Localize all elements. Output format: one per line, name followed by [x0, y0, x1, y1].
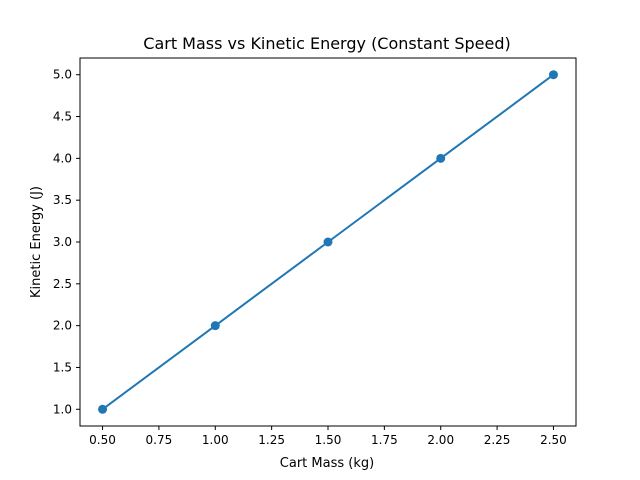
- data-point: [548, 70, 558, 80]
- data-point: [98, 404, 108, 414]
- x-tick-label: 2.00: [427, 433, 454, 447]
- data-series-layer: [98, 70, 558, 414]
- data-point: [323, 237, 333, 247]
- y-tick-label: 2.0: [53, 319, 72, 333]
- y-tick-label: 2.5: [53, 277, 72, 291]
- x-tick-label: 1.50: [315, 433, 342, 447]
- y-axis-label: Kinetic Energy (J): [29, 186, 44, 298]
- x-axis-label: Cart Mass (kg): [280, 456, 374, 471]
- y-tick-label: 4.5: [53, 110, 72, 124]
- y-tick-label: 1.5: [53, 360, 72, 374]
- y-tick-label: 3.0: [53, 235, 72, 249]
- x-tick-label: 2.25: [484, 433, 511, 447]
- y-axis-ticks: 1.0 1.5 2.0 2.5 3.0 3.5 4.0 4.5 5.0: [53, 68, 80, 416]
- x-tick-label: 0.50: [89, 433, 116, 447]
- x-tick-label: 1.75: [371, 433, 398, 447]
- data-point: [436, 153, 446, 163]
- y-tick-label: 3.5: [53, 193, 72, 207]
- x-tick-label: 2.50: [540, 433, 567, 447]
- x-axis-ticks: 0.50 0.75 1.00 1.25 1.50 1.75 2.00 2.25 2.50: [89, 426, 567, 447]
- x-tick-label: 1.25: [258, 433, 285, 447]
- chart-title: Cart Mass vs Kinetic Energy (Constant Sp…: [143, 34, 510, 53]
- y-tick-label: 5.0: [53, 68, 72, 82]
- x-tick-label: 0.75: [146, 433, 173, 447]
- data-point: [210, 321, 220, 331]
- x-tick-label: 1.00: [202, 433, 229, 447]
- y-tick-label: 1.0: [53, 402, 72, 416]
- y-tick-label: 4.0: [53, 151, 72, 165]
